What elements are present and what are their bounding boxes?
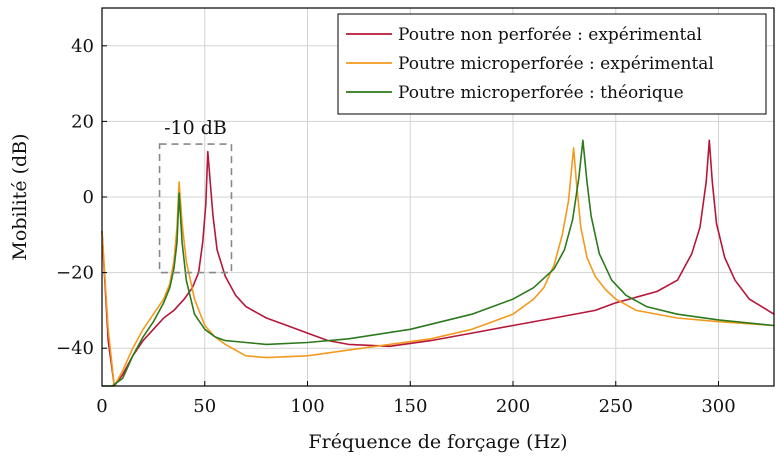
y-tick-label: −20 [56, 263, 94, 284]
annotation: -10 dB [158, 117, 233, 274]
y-tick-label: −40 [56, 338, 94, 359]
legend: Poutre non perforée : expérimental Poutre… [337, 13, 767, 115]
series-line-3 [102, 139, 775, 387]
annotation-label: -10 dB [164, 117, 227, 139]
series-lines [101, 139, 775, 387]
x-tick-label: 100 [290, 396, 324, 417]
annotation-box [158, 143, 233, 274]
legend-box [337, 13, 767, 115]
y-tick-label: 20 [71, 111, 94, 132]
x-tick-label: 200 [496, 396, 530, 417]
y-tick-label: 0 [83, 187, 94, 208]
x-axis-label: Fréquence de forçage (Hz) [308, 431, 567, 453]
legend-label-3: Poutre microperforée : théorique [398, 83, 684, 103]
x-tick-label: 150 [393, 396, 427, 417]
x-tick-label: 0 [96, 396, 107, 417]
x-tick-label: 250 [599, 396, 633, 417]
y-tick-label: 40 [71, 36, 94, 57]
y-axis-label: Mobilité (dB) [9, 133, 31, 260]
x-tick-label: 50 [193, 396, 216, 417]
legend-label-2: Poutre microperforée : expérimental [398, 54, 714, 74]
ticks: 0 50 100 150 200 250 300 −40 −20 0 20 40 [56, 36, 736, 417]
series-line-1 [101, 139, 775, 387]
series-line-2 [101, 147, 775, 387]
legend-label-1: Poutre non perforée : expérimental [398, 25, 702, 45]
x-tick-label: 300 [701, 396, 735, 417]
